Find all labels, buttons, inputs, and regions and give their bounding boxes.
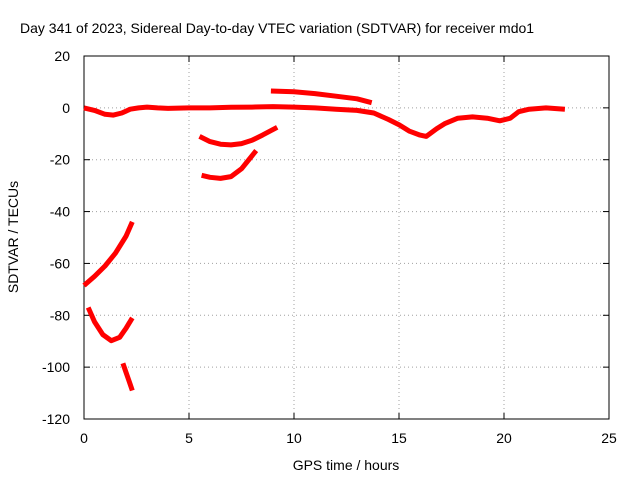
x-tick-label: 15 — [391, 430, 407, 446]
plot-frame — [83, 55, 610, 420]
series-arc-5 — [120, 362, 135, 392]
x-axis-label: GPS time / hours — [293, 457, 400, 473]
y-tick-label: -80 — [50, 307, 70, 323]
y-axis-label: SDTVAR / TECUs — [5, 181, 21, 293]
series-arc-2 — [201, 149, 259, 181]
y-tick-label: 20 — [54, 48, 70, 64]
y-tick-label: -40 — [50, 204, 70, 220]
series-upper-arc — [270, 88, 373, 106]
data-series — [82, 88, 566, 392]
y-tick-label: -20 — [50, 152, 70, 168]
x-tick-label: 5 — [185, 430, 193, 446]
x-tick-label: 10 — [286, 430, 302, 446]
x-tick-label: 25 — [601, 430, 617, 446]
y-tick-label: -100 — [42, 359, 70, 375]
grid-lines — [84, 56, 609, 419]
series-arc-3 — [82, 220, 135, 288]
y-tick-label: 0 — [62, 100, 70, 116]
x-tick-label: 0 — [80, 430, 88, 446]
y-tick-label: -120 — [42, 411, 70, 427]
axis-ticks: 0 5 10 15 20 25 -120 -100 -80 -60 -40 -20 0 20 — [42, 48, 617, 446]
x-tick-label: 20 — [496, 430, 512, 446]
chart-title: Day 341 of 2023, Sidereal Day-to-day VTE… — [20, 20, 534, 36]
y-tick-label: -60 — [50, 255, 70, 271]
series-arc-4 — [85, 306, 135, 344]
series-arc-1 — [198, 125, 279, 148]
series-main — [83, 104, 566, 139]
